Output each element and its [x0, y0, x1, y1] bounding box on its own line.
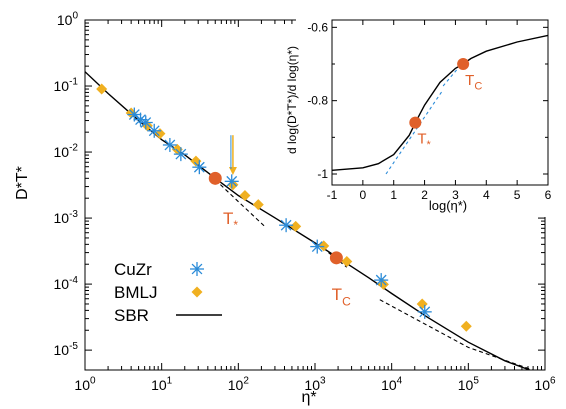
asterisk-stroke: [140, 117, 152, 128]
asterisk-stroke: [280, 219, 292, 231]
y-tick-label: 10-2: [54, 143, 79, 160]
inset-t-star-label: T*: [417, 131, 431, 152]
cuzr-point: [224, 174, 239, 189]
cuzr-point: [138, 115, 153, 130]
asterisk-stroke: [148, 125, 160, 137]
bmlj-point: [171, 143, 183, 155]
cuzr-point: [279, 218, 294, 233]
asterisk-stroke: [419, 306, 431, 318]
cuzr-point: [310, 239, 325, 254]
x-tick-label: 103: [304, 376, 326, 393]
inset-temperature-marker: [409, 116, 422, 129]
inset-dashed-line-1: [385, 89, 444, 175]
asterisk-stroke: [175, 148, 187, 160]
inset-x-tick-label: 2: [421, 188, 428, 202]
inset-x-tick-label: -1: [327, 188, 338, 202]
main-y-axis-label: D*T*: [14, 166, 31, 200]
asterisk-stroke: [311, 241, 323, 252]
cuzr-point: [192, 160, 207, 175]
y-tick-label: 10-4: [54, 275, 79, 292]
main-x-axis-label: η*: [301, 389, 316, 406]
cuzr-point: [162, 137, 177, 152]
inset-y-tick-label: -1: [317, 167, 328, 181]
inset-y-axis-label: d log(D*T*)/d log(η*): [285, 46, 299, 154]
bmlj-point: [460, 320, 472, 332]
arrow-head: [228, 166, 237, 175]
y-tick-label: 100: [57, 11, 79, 28]
x-tick-label: 102: [228, 376, 250, 393]
cuzr-point: [147, 123, 162, 138]
asterisk-stroke: [164, 139, 176, 151]
inset-t-c-label: TC: [465, 72, 482, 93]
bmlj-point: [96, 83, 108, 95]
temperature-marker: [208, 171, 222, 185]
inset-y-tick-label: -0.8: [307, 94, 328, 108]
x-tick-label: 106: [534, 376, 556, 393]
x-tick-label: 104: [381, 376, 403, 393]
cuzr-point: [417, 304, 432, 319]
y-tick-label: 10-5: [54, 341, 79, 358]
asterisk-stroke: [193, 161, 205, 173]
legend-label-sbr: SBR: [114, 306, 149, 325]
x-tick-label: 105: [458, 376, 480, 393]
inset-x-tick-label: 4: [483, 188, 490, 202]
legend-bmlj-symbol: [191, 286, 203, 298]
y-tick-label: 10-1: [54, 77, 79, 94]
cuzr-point: [173, 147, 188, 162]
dashed-fit-line-5: [379, 299, 535, 370]
temperature-marker: [329, 251, 343, 265]
bmlj-point: [341, 255, 353, 267]
legend-cuzr-symbol: [190, 262, 204, 276]
inset-derivative-curve: [332, 34, 548, 171]
inset-x-tick-label: 0: [360, 188, 367, 202]
inset-x-axis-label: log(η*): [429, 198, 467, 213]
legend-label-cuzr: CuZr: [114, 260, 152, 279]
inset-chart: -1 0 1 2 3 4 5 6 -1 -0.8 -0.6 T* TC: [296, 18, 552, 217]
inset-temperature-marker: [457, 58, 470, 70]
inset-x-tick-label: 1: [390, 188, 397, 202]
bmlj-point: [416, 298, 428, 310]
y-tick-label: 10-3: [54, 209, 79, 226]
x-tick-label: 100: [74, 376, 96, 393]
cuzr-point: [374, 273, 389, 288]
asterisk-stroke: [375, 274, 387, 286]
inset-x-tick-label: 6: [545, 188, 552, 202]
inset-y-tick-label: -0.6: [307, 20, 328, 34]
asterisk-stroke: [128, 109, 140, 120]
asterisk-stroke: [135, 114, 146, 126]
t-star-label: T*: [223, 209, 238, 232]
bmlj-point: [252, 199, 264, 211]
inset-x-tick-label: 5: [514, 188, 521, 202]
legend-label-bmlj: BMLJ: [114, 283, 157, 302]
bmlj-point: [290, 220, 302, 232]
asterisk-stroke: [226, 175, 238, 187]
t-c-label: TC: [332, 285, 351, 308]
bmlj-point: [239, 189, 251, 201]
inset-x-tick-label: 3: [452, 188, 459, 202]
asterisk-stroke: [191, 263, 203, 275]
dashed-fit-line-3: [214, 179, 265, 227]
inset-plot-frame: [331, 19, 549, 186]
main-plot-area: [85, 71, 535, 370]
legend: CuZr BMLJ SBR: [114, 260, 222, 325]
main-chart: 100 101 102 103 104 105 10610-510-410-310-210-…: [54, 11, 556, 393]
x-tick-label: 101: [151, 376, 173, 393]
